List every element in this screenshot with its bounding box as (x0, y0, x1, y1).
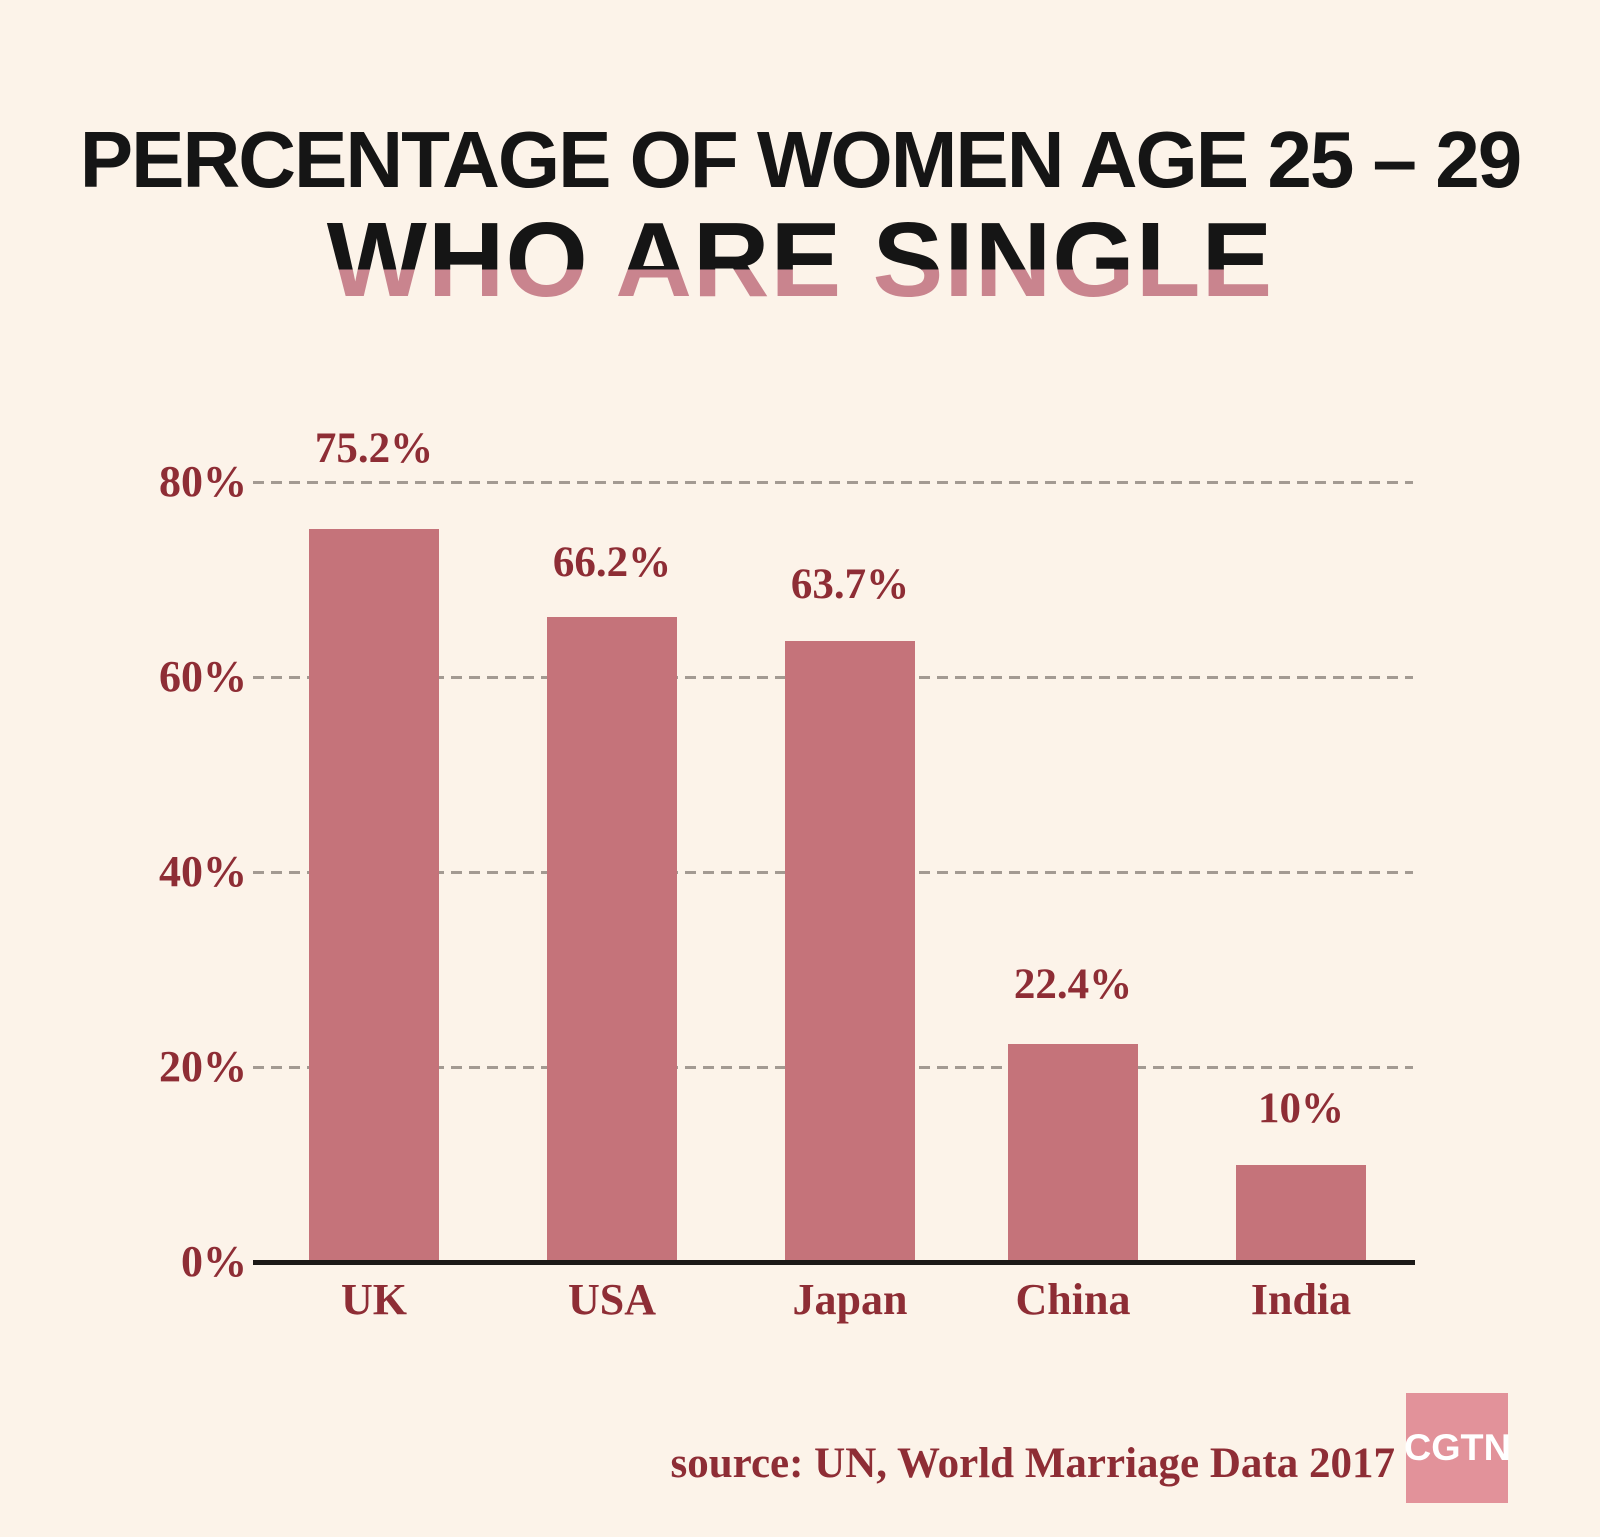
bar-Japan (785, 640, 915, 1262)
y-axis-label-60%: 60% (159, 652, 247, 701)
bar-India (1236, 1164, 1366, 1262)
title-line-1: PERCENTAGE OF WOMEN AGE 25 – 29 (79, 115, 1523, 204)
x-axis-label-China: China (1015, 1275, 1131, 1324)
title-line-2: WHO ARE SINGLE WHO ARE SINGLE (0, 205, 1600, 325)
x-axis-label-UK: UK (341, 1275, 407, 1324)
source-text: source: UN, World Marriage Data 2017 (670, 1440, 1395, 1487)
x-axis-label-Japan: Japan (792, 1275, 908, 1324)
gridline-80% (253, 480, 1413, 484)
bar-value-label-USA: 66.2% (552, 538, 672, 586)
x-axis-line (253, 1260, 1415, 1265)
cgtn-logo-text: CGTN (1403, 1427, 1511, 1468)
y-axis-label-40%: 40% (159, 847, 247, 896)
title-line-2-bottom-half: WHO ARE SINGLE (326, 201, 1274, 319)
bar-value-label-India: 10% (1258, 1084, 1344, 1132)
title-line-2-top-half: WHO ARE SINGLE (326, 201, 1274, 319)
x-axis-label-USA: USA (567, 1275, 657, 1324)
y-axis-label-80%: 80% (159, 457, 247, 506)
cgtn-logo: CGTN (1403, 1393, 1511, 1503)
x-axis-label-India: India (1250, 1275, 1352, 1324)
y-axis-label-0%: 0% (181, 1237, 247, 1286)
bar-USA (547, 616, 677, 1262)
bar-China (1008, 1043, 1138, 1262)
bar-UK (309, 528, 439, 1262)
bar-value-label-China: 22.4% (1013, 960, 1133, 1008)
bar-value-label-Japan: 63.7% (790, 560, 910, 608)
y-axis-label-20%: 20% (159, 1042, 247, 1091)
bar-value-label-UK: 75.2% (314, 424, 434, 472)
